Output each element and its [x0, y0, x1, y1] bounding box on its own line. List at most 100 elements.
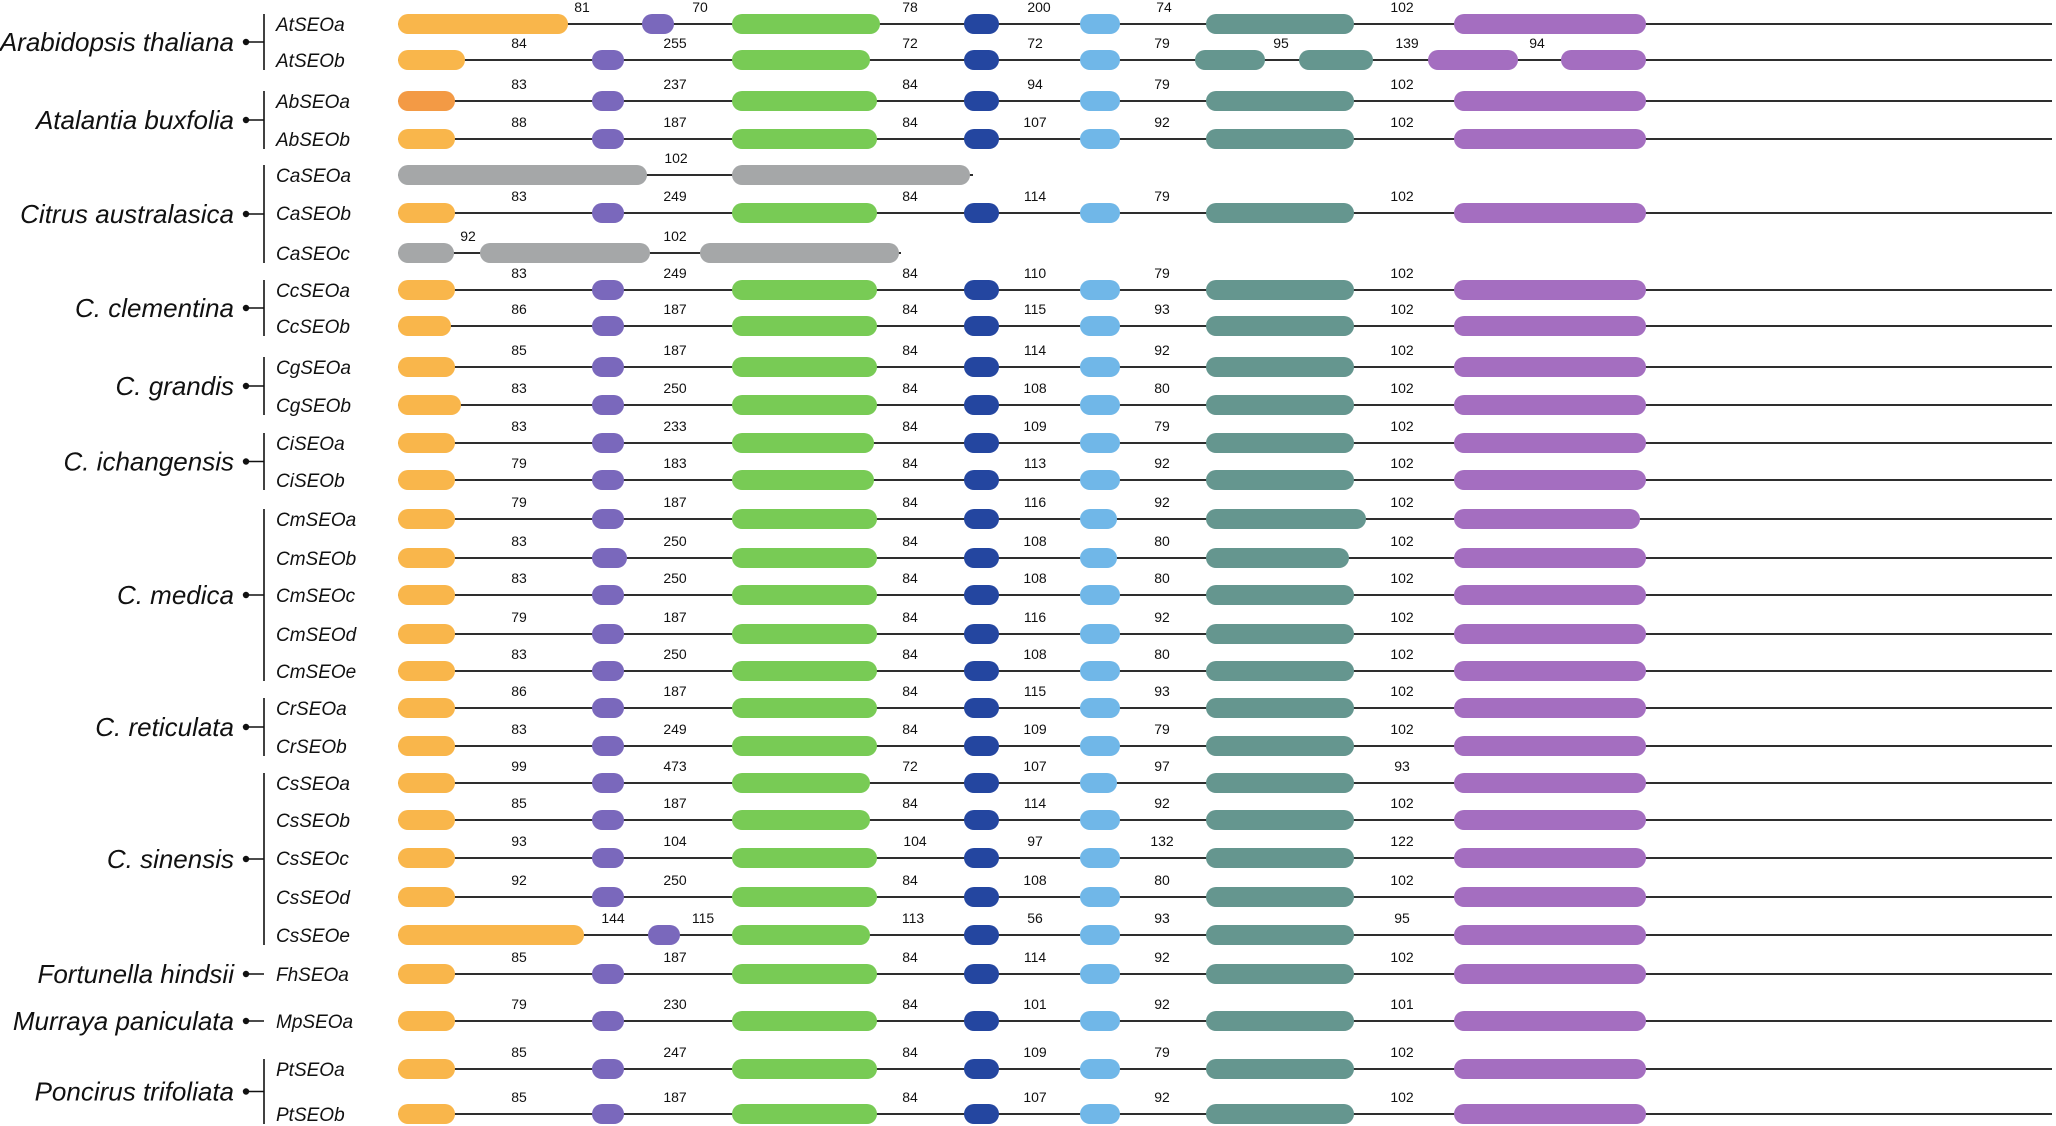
- exon-block-green: [732, 50, 870, 70]
- intron-length-label: 187: [663, 795, 687, 811]
- intron-length-label: 95: [1273, 35, 1289, 51]
- intron-length-label: 115: [1024, 301, 1047, 317]
- exon-block-teal: [1206, 14, 1354, 34]
- exon-block-navy: [964, 1059, 999, 1079]
- gene-name: AtSEOa: [275, 15, 345, 36]
- intron-length-label: 84: [902, 996, 918, 1012]
- gene-row: 85 187 84 114 92 102 CgSEOa: [276, 342, 2052, 379]
- exon-block-sky: [1080, 280, 1120, 300]
- intron-length-label: 85: [511, 342, 527, 358]
- species-name: Citrus australasica: [20, 199, 234, 229]
- gene-name: CmSEOb: [276, 549, 356, 570]
- intron-length-label: 92: [1154, 996, 1170, 1012]
- exon-block-purple: [1454, 1059, 1646, 1079]
- exon-block-teal: [1206, 1059, 1354, 1079]
- intron-length-label: 108: [1023, 533, 1047, 549]
- gene-row: 85 187 84 114 92 102 CsSEOb: [276, 795, 2052, 832]
- exon-block-violet: [642, 14, 674, 34]
- exon-block-sky: [1080, 14, 1120, 34]
- intron-length-label: 114: [1024, 795, 1047, 811]
- exon-block-teal: [1206, 964, 1354, 984]
- exon-block-violet: [592, 1059, 624, 1079]
- gene-name: AbSEOa: [275, 92, 350, 113]
- intron-length-label: 84: [902, 721, 918, 737]
- species-name: Arabidopsis thaliana: [0, 27, 234, 57]
- exon-block-sky: [1080, 50, 1120, 70]
- intron-length-label: 88: [511, 114, 527, 130]
- exon-block-orange: [398, 548, 455, 568]
- exon-block-purple: [1454, 736, 1646, 756]
- gene-name: CrSEOb: [276, 737, 347, 758]
- intron-length-label: 116: [1024, 494, 1047, 510]
- exon-block-navy: [964, 736, 999, 756]
- exon-block-sky: [1080, 925, 1120, 945]
- intron-length-label: 187: [663, 1089, 687, 1105]
- group-node-dot: [242, 591, 250, 599]
- intron-length-label: 84: [902, 683, 918, 699]
- intron-length-label: 144: [601, 910, 625, 926]
- intron-length-label: 255: [663, 35, 687, 51]
- intron-length-label: 93: [1394, 758, 1410, 774]
- exon-block-sky: [1080, 91, 1120, 111]
- exon-block-violet: [592, 129, 624, 149]
- exon-block-teal: [1206, 316, 1354, 336]
- gene-name: CmSEOd: [276, 625, 358, 646]
- intron-length-label: 79: [1154, 418, 1170, 434]
- exon-block-sky: [1080, 1011, 1120, 1031]
- exon-block-green: [732, 624, 877, 644]
- exon-block-navy: [964, 1011, 999, 1031]
- intron-length-label: 110: [1024, 265, 1047, 281]
- gene-name: PtSEOb: [276, 1105, 345, 1126]
- exon-block-purple: [1454, 585, 1646, 605]
- intron-length-label: 139: [1395, 35, 1419, 51]
- exon-block-purple: [1454, 964, 1646, 984]
- exon-block-sky: [1080, 1059, 1120, 1079]
- gene-row: 102 CaSEOa: [276, 150, 973, 187]
- intron-length-label: 84: [902, 265, 918, 281]
- species-group: 79 187 84 116 92 102 CmSEOa 83 250 84 108 80 102 CmSE…: [117, 494, 2052, 683]
- intron-length-label: 93: [1154, 683, 1170, 699]
- intron-length-label: 83: [511, 188, 527, 204]
- intron-length-label: 79: [1154, 35, 1170, 51]
- exon-block-navy: [964, 395, 999, 415]
- species-group: 85 187 84 114 92 102 CgSEOa 83 250 84 108 80 102 CgSE…: [116, 342, 2052, 417]
- exon-block-violet: [592, 773, 624, 793]
- gene-name: CmSEOc: [276, 586, 356, 607]
- intron-length-label: 83: [511, 533, 527, 549]
- exon-block-teal: [1206, 509, 1366, 529]
- exon-block-teal: [1206, 395, 1354, 415]
- gene-row: 92 102 CaSEOc: [276, 228, 901, 265]
- exon-block-gray: [732, 165, 970, 185]
- exon-block-violet: [592, 810, 624, 830]
- exon-block-orange: [398, 848, 455, 868]
- species-name: C. sinensis: [107, 844, 234, 874]
- exon-block-orange: [398, 50, 465, 70]
- gene-row: 83 249 84 110 79 102 CcSEOa: [276, 265, 2052, 302]
- exon-block-green: [732, 548, 877, 568]
- exon-block-navy: [964, 91, 999, 111]
- group-node-dot: [242, 382, 250, 390]
- intron-length-label: 102: [1390, 114, 1414, 130]
- exon-block-orange: [398, 509, 455, 529]
- intron-length-label: 109: [1023, 721, 1047, 737]
- group-node-dot: [242, 855, 250, 863]
- species-group: 85 187 84 114 92 102 FhSEOa Fortunella hindsii: [37, 949, 2052, 989]
- exon-block-purple: [1454, 433, 1646, 453]
- intron-length-label: 86: [511, 683, 527, 699]
- exon-block-violet: [592, 470, 624, 490]
- gene-row: 79 187 84 116 92 102 CmSEOa: [276, 494, 2052, 531]
- gene-name: FhSEOa: [276, 965, 349, 986]
- group-node-dot: [242, 304, 250, 312]
- species-name: C. grandis: [116, 371, 235, 401]
- intron-length-label: 200: [1027, 0, 1051, 15]
- intron-length-label: 93: [1154, 910, 1170, 926]
- species-name: C. ichangensis: [63, 447, 234, 477]
- gene-name: PtSEOa: [276, 1060, 345, 1081]
- intron-length-label: 83: [511, 76, 527, 92]
- intron-length-label: 80: [1154, 533, 1170, 549]
- exon-block-purple: [1454, 887, 1646, 907]
- intron-length-label: 85: [511, 1089, 527, 1105]
- exon-block-purple: [1454, 316, 1646, 336]
- exon-block-purple: [1454, 624, 1646, 644]
- intron-length-label: 84: [902, 455, 918, 471]
